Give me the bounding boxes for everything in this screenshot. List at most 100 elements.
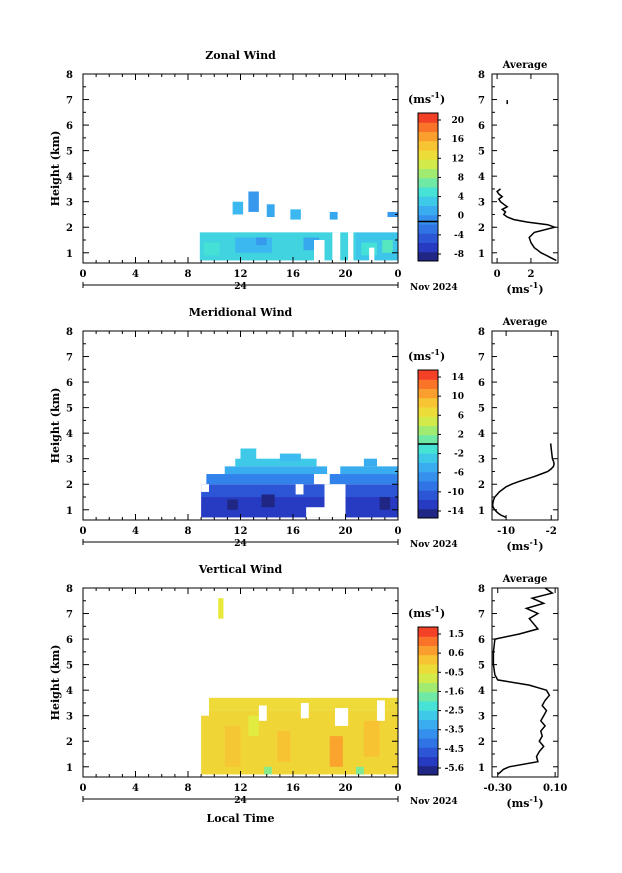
profile-x-tick-label-0: -0.30 bbox=[483, 783, 512, 794]
heatmap-cell-5 bbox=[340, 466, 398, 475]
heatmap-cells bbox=[201, 598, 398, 775]
profile-y-tick-label-5: 6 bbox=[478, 635, 485, 646]
x-tick-label-1: 4 bbox=[132, 526, 139, 537]
colorbar-swatch-13 bbox=[418, 645, 438, 656]
y-tick-label-3: 4 bbox=[66, 172, 73, 183]
heatmap-cell-6 bbox=[264, 766, 272, 775]
profile-y-tick-label-4: 5 bbox=[478, 147, 485, 158]
heatmap-cells bbox=[201, 448, 398, 518]
heatmap-cell-8 bbox=[279, 453, 301, 462]
colorbar-swatch-0 bbox=[418, 765, 438, 776]
colorbar-swatch-4 bbox=[418, 728, 438, 739]
unit-exponent: -1 bbox=[431, 90, 440, 100]
unit-base: (ms bbox=[408, 607, 431, 620]
x-tick-label-5: 20 bbox=[339, 783, 353, 794]
profile-y-tick-label-2: 3 bbox=[478, 712, 485, 723]
heatmap-cell-11 bbox=[290, 209, 301, 220]
colorbar-swatch-14 bbox=[418, 122, 438, 132]
colorbar-tick-label-3: 2 bbox=[458, 430, 464, 440]
colorbar: 14 10 6 2 -2 -6 -10 -14 (ms-1) bbox=[408, 347, 464, 519]
heatmap-cell-8 bbox=[232, 201, 244, 215]
day-label: 24 bbox=[234, 282, 247, 292]
colorbar-swatch-2 bbox=[418, 747, 438, 757]
profile-y-tick-label-6: 7 bbox=[478, 610, 485, 621]
colorbar-swatch-5 bbox=[418, 205, 438, 216]
colorbar-tick-label-0: 20 bbox=[451, 116, 464, 126]
unit-exponent: -1 bbox=[431, 347, 440, 357]
unit-close: ) bbox=[538, 797, 543, 810]
colorbar-swatch-6 bbox=[418, 710, 438, 720]
colorbar-tick-label-5: -3.5 bbox=[445, 726, 464, 736]
colorbar-swatch-0 bbox=[418, 508, 438, 519]
heatmap-cell-12 bbox=[379, 497, 391, 510]
profile-x-tick-label-0: -10 bbox=[497, 526, 515, 537]
unit-base: (ms bbox=[506, 540, 529, 553]
colorbar-swatch-10 bbox=[418, 159, 438, 169]
colorbar-swatch-15 bbox=[418, 113, 438, 123]
heatmap-cell-10 bbox=[266, 204, 275, 218]
x-tick-label-3: 12 bbox=[234, 269, 248, 280]
colorbar-swatch-8 bbox=[418, 691, 438, 702]
profile-x-tick-label-1: 2 bbox=[527, 269, 534, 280]
heatmap-cell-8 bbox=[248, 715, 259, 737]
colorbar-tick-label-4: 4 bbox=[458, 193, 464, 203]
missing-data-0 bbox=[201, 697, 209, 716]
y-tick-label-6: 7 bbox=[66, 610, 73, 621]
profile-y-tick-label-2: 3 bbox=[478, 455, 485, 466]
chart-title: Meridional Wind bbox=[189, 306, 293, 319]
colorbar-swatch-5 bbox=[418, 462, 438, 473]
colorbar-swatch-5 bbox=[418, 719, 438, 730]
colorbar-tick-label-1: 0.6 bbox=[448, 649, 464, 659]
heatmap-cell-0 bbox=[201, 497, 398, 518]
day-label: 24 bbox=[234, 796, 247, 806]
profile-y-tick-label-1: 2 bbox=[478, 480, 485, 491]
colorbar-swatch-9 bbox=[418, 425, 438, 436]
colorbar-tick-label-1: 16 bbox=[451, 135, 464, 145]
colorbar-frame bbox=[417, 112, 439, 262]
y-tick-label-0: 1 bbox=[66, 763, 73, 774]
profile-y-tick-label-3: 4 bbox=[478, 172, 485, 183]
missing-data-3 bbox=[306, 507, 325, 518]
profile-y-tick-label-1: 2 bbox=[478, 737, 485, 748]
profile-y-tick-label-5: 6 bbox=[478, 378, 485, 389]
colorbar-swatch-12 bbox=[418, 397, 438, 408]
colorbar-swatch-6 bbox=[418, 196, 438, 206]
unit-close: ) bbox=[440, 607, 445, 620]
colorbar-swatch-1 bbox=[418, 242, 438, 253]
x-axis-label: Local Time bbox=[207, 812, 275, 825]
colorbar-swatch-13 bbox=[418, 388, 438, 399]
unit-close: ) bbox=[538, 540, 543, 553]
colorbar-tick-label-4: -2 bbox=[454, 450, 464, 460]
profile-y-tick-label-7: 8 bbox=[478, 70, 485, 81]
heatmap-cell-9 bbox=[248, 191, 259, 212]
heatmap-cell-6 bbox=[235, 458, 317, 467]
y-axis-label: Height (km) bbox=[49, 388, 62, 464]
colorbar-swatch-3 bbox=[418, 738, 438, 748]
missing-data-1 bbox=[258, 705, 267, 721]
profile-title: Average bbox=[502, 317, 548, 328]
colorbar: 20 16 12 8 4 0 -4 -8 (ms-1) bbox=[408, 90, 464, 262]
x-tick-label-2: 8 bbox=[185, 526, 192, 537]
colorbar-tick-label-1: 10 bbox=[451, 392, 464, 402]
y-tick-label-7: 8 bbox=[66, 584, 73, 595]
colorbar-swatch-7 bbox=[418, 187, 438, 197]
unit-base: (ms bbox=[408, 350, 431, 363]
y-tick-label-5: 6 bbox=[66, 121, 73, 132]
y-tick-label-6: 7 bbox=[66, 353, 73, 364]
colorbar-swatch-9 bbox=[418, 168, 438, 179]
profile-y-tick-label-0: 1 bbox=[478, 506, 485, 517]
colorbar-tick-label-7: -8 bbox=[454, 250, 464, 260]
colorbar-tick-label-6: -10 bbox=[448, 488, 464, 498]
heatmap-cell-4 bbox=[329, 736, 343, 767]
unit-base: (ms bbox=[506, 797, 529, 810]
heatmap-cell-5 bbox=[363, 720, 380, 757]
y-tick-label-2: 3 bbox=[66, 198, 73, 209]
y-tick-label-1: 2 bbox=[66, 223, 73, 234]
profile-line bbox=[496, 188, 558, 262]
colorbar-swatch-11 bbox=[418, 664, 438, 674]
unit-exponent: -1 bbox=[529, 794, 538, 804]
date-label: Nov 2024 bbox=[410, 540, 458, 550]
heatmap-cell-7 bbox=[240, 448, 257, 462]
colorbar-swatch-3 bbox=[418, 224, 438, 234]
